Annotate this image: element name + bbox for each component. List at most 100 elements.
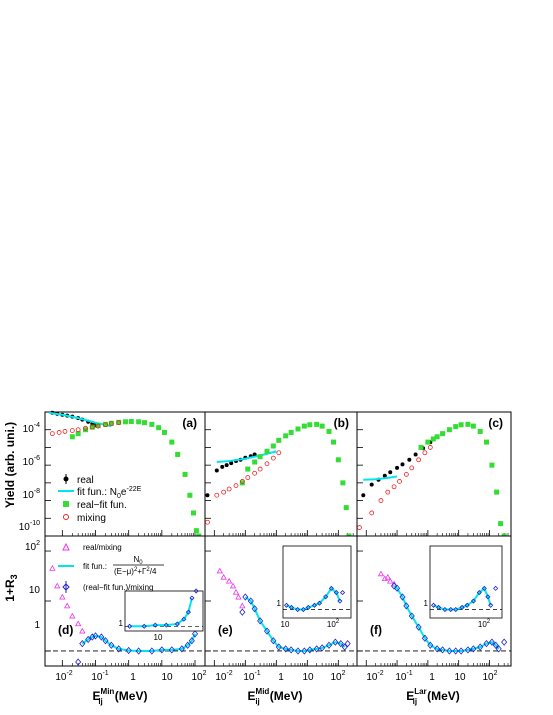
panel-tag-b: (b) bbox=[334, 416, 349, 430]
legend-marker-real bbox=[63, 476, 69, 482]
top-y-tick-label: 10-10 bbox=[19, 520, 40, 533]
panel-frame-b bbox=[204, 411, 358, 537]
series--real-fit-fun-mixing bbox=[239, 593, 351, 655]
series-real-mixing bbox=[49, 565, 86, 634]
x-tick-label-c: 10 bbox=[454, 672, 466, 683]
data-point bbox=[239, 602, 246, 609]
data-point bbox=[440, 431, 446, 437]
data-point bbox=[239, 608, 246, 616]
legend-fit-exp: -22E bbox=[126, 486, 141, 493]
panel-b: (b) bbox=[204, 411, 358, 539]
top-y-tick-label: 10-4 bbox=[23, 422, 40, 435]
data-point bbox=[430, 436, 436, 442]
data-point bbox=[403, 602, 410, 610]
inset-e-y-tick: 1 bbox=[277, 599, 282, 608]
data-point bbox=[193, 528, 199, 534]
data-point bbox=[470, 645, 477, 653]
legend-label-corrected: (real−fit fun.)/mixing bbox=[83, 583, 153, 592]
series-mixing bbox=[205, 450, 282, 525]
legend-marker-mixing bbox=[63, 514, 69, 520]
legend-fit-bottom-num-main: N bbox=[133, 555, 139, 564]
data-point bbox=[494, 489, 500, 495]
data-point bbox=[257, 617, 264, 625]
data-point bbox=[275, 643, 282, 651]
data-point bbox=[158, 646, 165, 654]
data-point bbox=[156, 425, 162, 431]
data-point bbox=[49, 565, 56, 571]
data-point bbox=[301, 423, 307, 429]
legend-entry-mixing: mixing bbox=[63, 513, 106, 524]
data-point bbox=[95, 423, 101, 429]
data-point bbox=[384, 573, 391, 580]
data-point bbox=[116, 420, 122, 426]
data-point bbox=[357, 525, 362, 530]
inset-data-point bbox=[328, 585, 334, 591]
panel-tag-f: (f) bbox=[370, 623, 382, 637]
inset-e-x-tick-1: 10 bbox=[281, 620, 290, 629]
data-point bbox=[214, 492, 220, 498]
inset-d bbox=[124, 588, 204, 632]
series-line bbox=[363, 475, 398, 481]
legend-entry-real: real bbox=[63, 474, 94, 486]
inset-data-point bbox=[163, 622, 169, 628]
inset-data-point bbox=[311, 602, 318, 608]
legend-bottom: real/mixing fit fun.: N0 (E−μ)2+Γ2/4 (re… bbox=[58, 542, 164, 593]
legend-fit-bottom-den-sup: 2 bbox=[134, 567, 138, 573]
data-point bbox=[394, 584, 401, 592]
inset-data-point bbox=[323, 594, 329, 600]
legend-label-fit: fit fun.: N0e-22E bbox=[77, 486, 142, 500]
x-tick-label-c: 1 bbox=[429, 672, 435, 683]
data-point bbox=[264, 448, 270, 454]
legend-fit-bottom-prefix: fit fun.: bbox=[83, 562, 107, 571]
data-point bbox=[385, 489, 391, 495]
data-point bbox=[415, 623, 422, 631]
data-point bbox=[387, 577, 394, 584]
data-point bbox=[125, 646, 132, 655]
inset-f-y-tick: 1 bbox=[424, 599, 429, 608]
legend-fit-bottom-num-sub: 0 bbox=[139, 560, 143, 566]
data-point bbox=[161, 429, 167, 435]
data-point bbox=[399, 593, 406, 601]
data-point bbox=[89, 633, 96, 641]
data-point bbox=[242, 593, 249, 601]
data-point bbox=[294, 647, 302, 655]
data-point bbox=[220, 464, 225, 469]
data-point bbox=[148, 647, 155, 655]
data-point bbox=[495, 645, 502, 653]
inset-f-x-tick: 102 bbox=[478, 619, 491, 629]
x-axis-title-b-unit: (MeV) bbox=[270, 689, 303, 703]
data-point bbox=[229, 582, 237, 589]
legend-fit-sub: 0 bbox=[117, 493, 121, 500]
data-point bbox=[226, 486, 232, 492]
data-point bbox=[116, 419, 122, 425]
data-point bbox=[489, 462, 495, 468]
data-point bbox=[135, 647, 142, 655]
data-point bbox=[407, 457, 412, 462]
panel-a: (a) bbox=[44, 410, 206, 539]
data-point bbox=[458, 647, 465, 655]
data-point bbox=[413, 452, 418, 457]
x-axis-title-a-sub: ij bbox=[98, 697, 102, 706]
data-point bbox=[344, 640, 351, 648]
inset-data-point bbox=[181, 616, 187, 622]
legend-top: real fit fun.: N0e-22E real−fit fun. mix… bbox=[58, 474, 142, 524]
x-axis-title-c-unit: (MeV) bbox=[427, 689, 460, 703]
data-point bbox=[102, 637, 109, 645]
series-mixing bbox=[49, 420, 122, 437]
inset-data-point bbox=[436, 604, 442, 610]
series-real-mixing bbox=[216, 567, 246, 609]
series-fit-fun- bbox=[216, 450, 277, 464]
data-point bbox=[388, 470, 393, 475]
x-axis-title-a-sup: Min bbox=[101, 687, 115, 696]
data-point bbox=[239, 480, 245, 486]
x-tick-label-c: 10-2 bbox=[366, 670, 383, 683]
data-point bbox=[400, 462, 405, 467]
data-point bbox=[187, 492, 193, 498]
x-axis-title-c-sub: ij bbox=[413, 697, 417, 706]
data-point bbox=[83, 427, 89, 433]
inset-data-point bbox=[430, 602, 437, 608]
x-tick-label-a: 10 bbox=[161, 672, 173, 683]
panel-frame-a bbox=[44, 411, 206, 537]
